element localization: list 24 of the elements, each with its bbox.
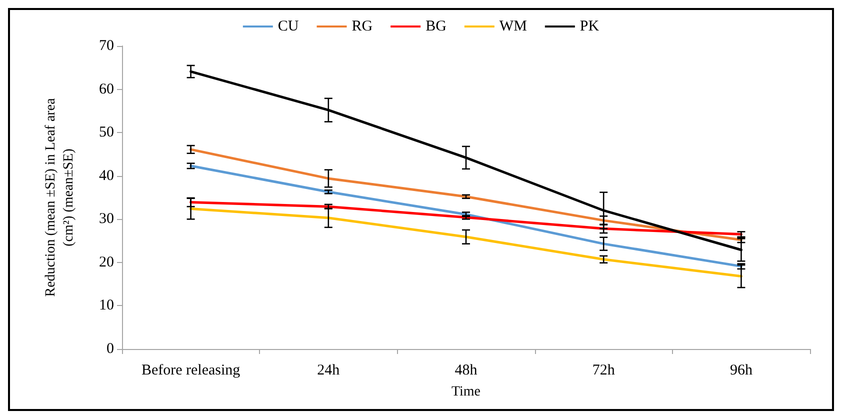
legend-label: PK (580, 18, 600, 34)
y-tick-label: 70 (99, 38, 114, 54)
line-series (190, 164, 742, 268)
y-tick-label: 10 (99, 298, 114, 314)
y-axis-title: Reduction (mean ±SE) in Leaf area (cm²) (mean±SE) (44, 97, 76, 297)
x-tick-label: 72h (592, 362, 616, 378)
y-tick-label: 0 (106, 341, 114, 357)
line-series (190, 208, 742, 278)
y-tick-label: 40 (99, 168, 114, 184)
line-series (190, 148, 742, 242)
legend-label: RG (352, 18, 373, 34)
x-tick-label: Before releasing (141, 362, 241, 378)
x-axis-title: Time (451, 384, 481, 400)
line-series (190, 201, 742, 236)
legend-label: WM (499, 18, 527, 34)
x-tick-label: 24h (317, 362, 340, 378)
y-tick-label: 60 (99, 81, 114, 98)
y-tick-label: 30 (99, 211, 114, 228)
legend-label: BG (426, 18, 447, 34)
y-tick-label: 50 (99, 124, 114, 141)
legend-label: CU (278, 18, 299, 34)
y-tick-label: 20 (99, 254, 114, 270)
x-tick-label: 96h (730, 362, 753, 378)
x-tick-label: 48h (454, 362, 478, 378)
